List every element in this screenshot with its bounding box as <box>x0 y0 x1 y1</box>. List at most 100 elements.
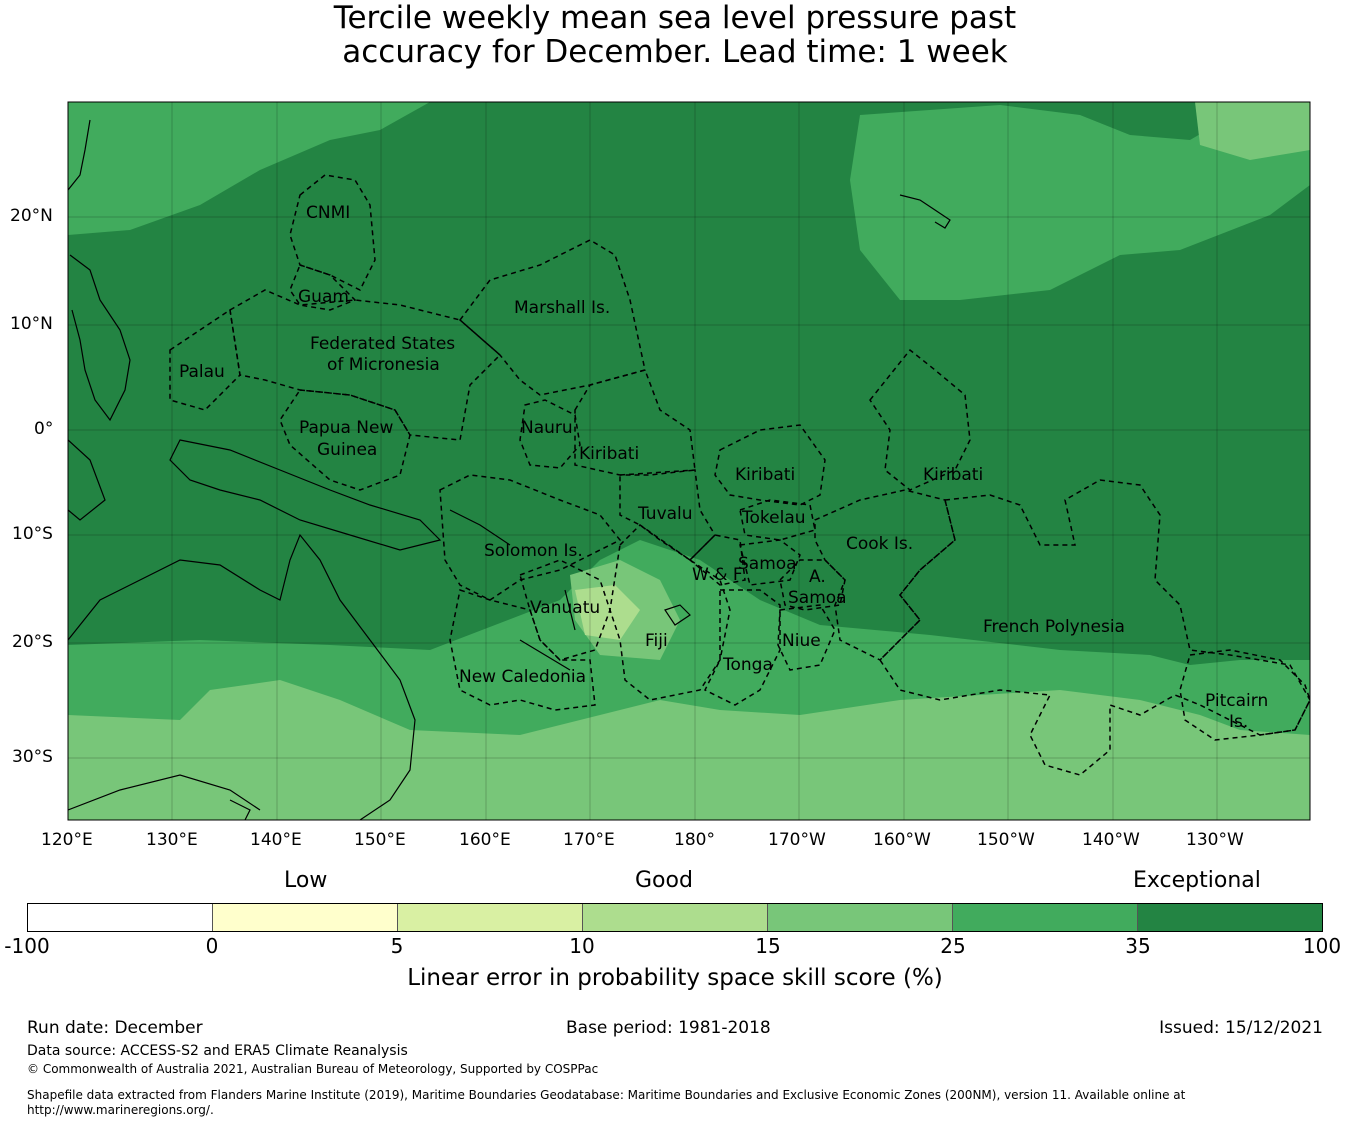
eez-png <box>279 389 411 491</box>
label-fiji: Fiji <box>645 631 668 651</box>
label-tonga: Tonga <box>722 655 773 675</box>
lon-label-150w: 150°W <box>977 830 1035 850</box>
skill-band-15-25-southwest <box>68 790 300 820</box>
vanuatu-coast <box>564 589 576 631</box>
lon-label-130w: 130°W <box>1186 830 1244 850</box>
eez-tokelau <box>739 499 816 541</box>
new-guinea-coast <box>169 439 442 551</box>
label-niue: Niue <box>782 631 821 651</box>
colorbar-seg-0-5 <box>213 904 398 931</box>
eez-american-samoa <box>779 559 846 611</box>
colorbar-seg-10-15 <box>583 904 768 931</box>
colorbar-good-label: Good <box>635 868 693 893</box>
eez-cook <box>814 489 956 661</box>
colorbar-seg-15-25 <box>768 904 953 931</box>
lon-label-180: 180° <box>674 830 715 850</box>
lon-label-130e: 130°E <box>146 830 198 850</box>
colorbar-tick: 0 <box>205 934 219 958</box>
skill-band-15-25-northeast <box>1195 102 1310 160</box>
run-date: Run date: December <box>27 1018 203 1038</box>
region-labels: CNMI Guam Marshall Is. Federated States … <box>179 203 1268 732</box>
colorbar-tick: 15 <box>755 934 781 958</box>
label-tokelau: Tokelau <box>741 508 806 528</box>
eez-solomon <box>439 474 622 601</box>
label-pitcairn-2: Is. <box>1229 712 1248 732</box>
hawaii-coast <box>899 194 951 229</box>
lon-label-170w: 170°W <box>768 830 826 850</box>
colorbar-exceptional-label: Exceptional <box>1133 868 1261 893</box>
label-fsm-2: of Micronesia <box>327 355 440 375</box>
skill-band-15-25-south <box>68 680 1310 820</box>
colorbar-seg-35-100 <box>1138 904 1322 931</box>
title-line-1: Tercile weekly mean sea level pressure p… <box>333 0 1017 36</box>
eez-wf <box>688 534 746 586</box>
lat-label-10n: 10°N <box>10 314 53 334</box>
label-new-caledonia: New Caledonia <box>459 667 586 687</box>
eez-cnmi <box>289 174 376 292</box>
label-kiribati-west: Kiribati <box>579 444 639 464</box>
colorbar-tick: 100 <box>1302 934 1342 958</box>
asia-coast <box>68 119 91 191</box>
fiji-coast <box>664 604 691 626</box>
eez-nauru <box>519 399 581 469</box>
colorbar-tick: 10 <box>569 934 595 958</box>
coastlines <box>68 119 951 820</box>
map-frame <box>67 101 1311 821</box>
australia-coast <box>68 533 416 820</box>
philippines-coast <box>69 254 131 422</box>
skill-field <box>68 102 1310 820</box>
eez-new-caledonia <box>449 589 596 711</box>
label-pitcairn-1: Pitcairn <box>1205 691 1268 711</box>
eez-fsm <box>229 289 502 441</box>
label-cook: Cook Is. <box>846 534 913 554</box>
borneo-coast <box>68 439 106 521</box>
eez-tuvalu <box>619 469 716 561</box>
eez-fiji <box>609 524 731 701</box>
label-vanuatu: Vanuatu <box>530 598 600 618</box>
label-fsm-1: Federated States <box>310 334 455 354</box>
colorbar-tick: 5 <box>390 934 404 958</box>
label-cnmi: CNMI <box>306 203 350 223</box>
lon-label-120e: 120°E <box>41 830 93 850</box>
eez-palau <box>169 308 241 411</box>
colorbar-tick: 35 <box>1125 934 1151 958</box>
label-american-samoa-1: A. <box>809 567 826 587</box>
shapefile-credit-2: http://www.marineregions.org/. <box>27 1103 214 1117</box>
label-png-2: Guinea <box>317 440 377 460</box>
colorbar-title: Linear error in probability space skill … <box>407 965 943 991</box>
eez-tonga <box>703 589 781 706</box>
lon-label-160w: 160°W <box>873 830 931 850</box>
eez-guam <box>289 264 357 311</box>
colorbar-tick: -100 <box>4 934 50 958</box>
label-wf: W & F <box>692 565 743 585</box>
label-palau: Palau <box>179 362 225 382</box>
eez-boundaries <box>169 174 1310 776</box>
lat-label-20s: 20°S <box>12 632 53 652</box>
lat-label-10s: 10°S <box>12 524 53 544</box>
lon-label-160e: 160°E <box>459 830 511 850</box>
colorbar-seg-neg100-0 <box>28 904 213 931</box>
colorbar-seg-25-35 <box>953 904 1138 931</box>
eez-niue <box>777 604 836 671</box>
colorbar-seg-5-10 <box>398 904 583 931</box>
eez-pitcairn <box>1179 649 1310 741</box>
eez-marshall <box>458 239 646 396</box>
lon-label-150e: 150°E <box>354 830 406 850</box>
skill-band-10-15-central <box>575 585 640 640</box>
label-kiribati-east: Kiribati <box>923 465 983 485</box>
skill-band-25-35-northeast <box>850 102 1310 300</box>
lon-label-140e: 140°E <box>250 830 302 850</box>
solomon-coast <box>449 509 511 546</box>
skill-band-25-35-north <box>68 102 430 235</box>
lat-label-20n: 20°N <box>10 206 53 226</box>
colorbar-low-label: Low <box>284 868 328 893</box>
label-nauru: Nauru <box>521 418 573 438</box>
australia-south-coast <box>68 774 261 811</box>
eez-french-polynesia <box>879 479 1310 776</box>
label-png-1: Papua New <box>299 418 393 438</box>
label-tuvalu: Tuvalu <box>637 504 693 524</box>
label-french-polynesia: French Polynesia <box>983 617 1125 637</box>
skill-map: CNMI Guam Marshall Is. Federated States … <box>67 101 1311 821</box>
lon-label-170e: 170°E <box>563 830 615 850</box>
lat-label-0: 0° <box>34 419 54 439</box>
